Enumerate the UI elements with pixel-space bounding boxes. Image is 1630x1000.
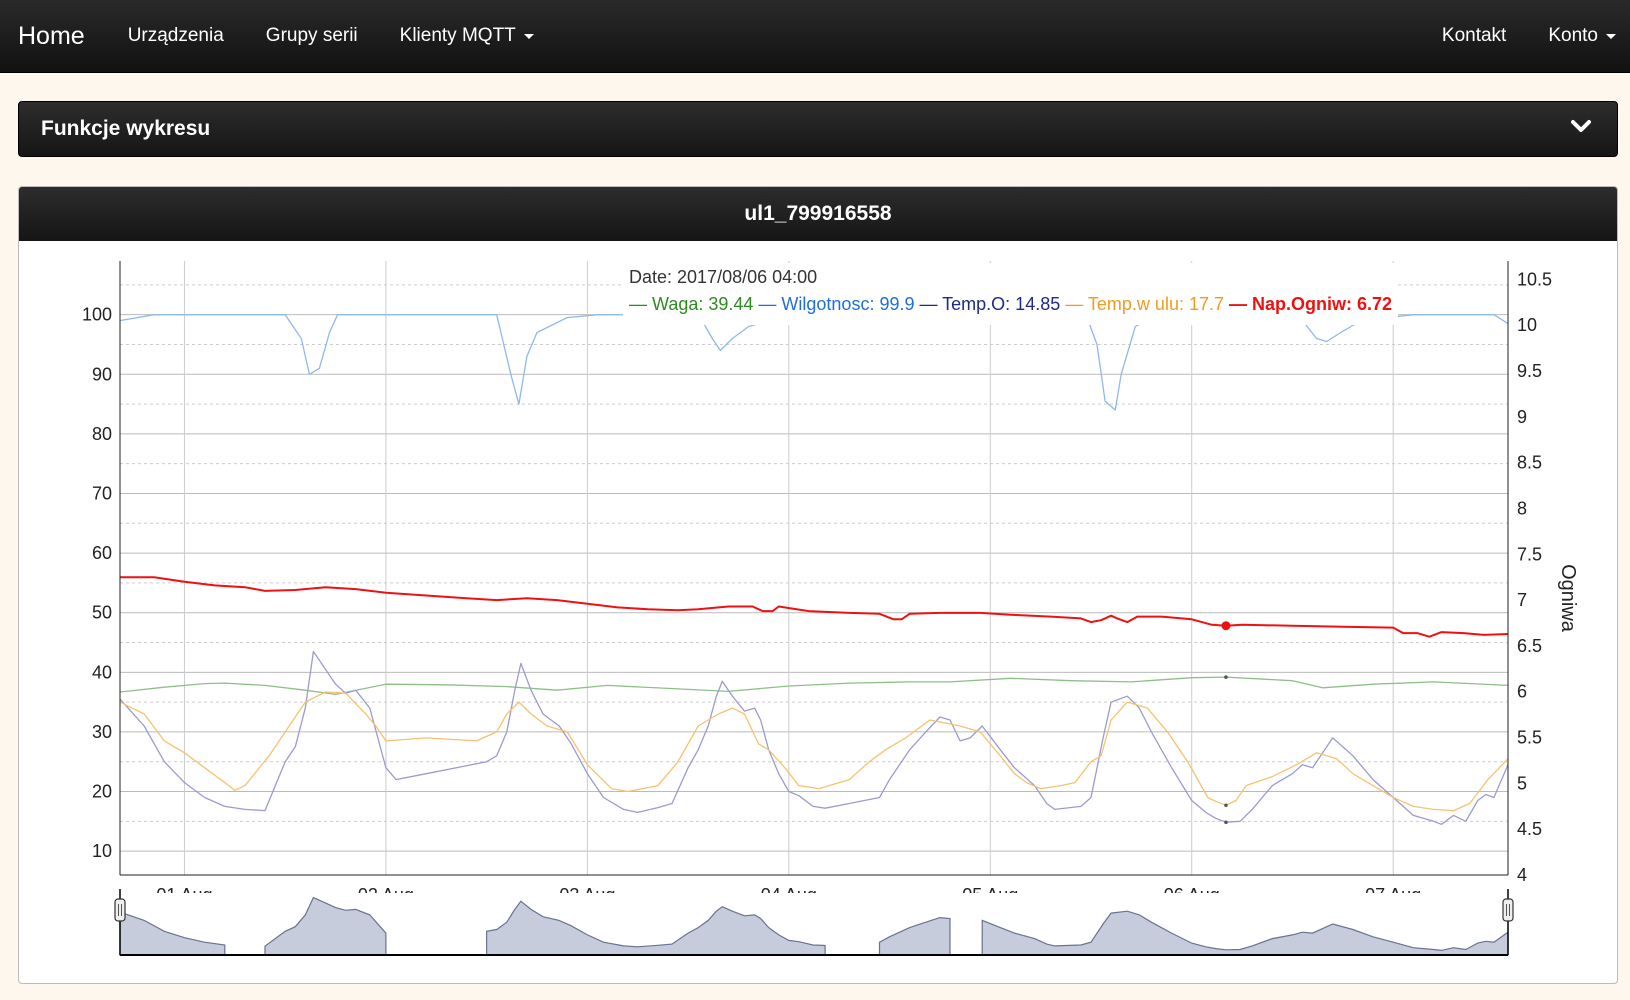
range-selector-area xyxy=(486,900,826,956)
series-line-temp-o xyxy=(119,650,1509,825)
range-handle[interactable] xyxy=(1502,898,1514,922)
y-left-tick-label: 100 xyxy=(82,305,112,325)
y-right-tick-label: 4.5 xyxy=(1517,819,1542,839)
nav-kontakt[interactable]: Kontakt xyxy=(1441,25,1507,46)
chart-functions-panel[interactable]: Funkcje wykresu xyxy=(18,101,1618,157)
home-link[interactable]: Home xyxy=(18,21,85,50)
chart-panel-title: ul1_799916558 xyxy=(19,187,1617,241)
legend-item-nap-ogniw: — Nap.Ogniw: 6.72 xyxy=(1224,294,1392,314)
top-navbar: Home Urządzenia Grupy serii Klienty MQTT… xyxy=(0,0,1630,73)
highlight-point xyxy=(1224,820,1228,825)
y-right-tick-label: 8.5 xyxy=(1517,453,1542,473)
chart-functions-title: Funkcje wykresu xyxy=(41,117,211,140)
series-line-wilgotnosc xyxy=(119,314,1509,411)
y-right-tick-label: 5 xyxy=(1517,773,1527,793)
legend-item-wilgotnosc: — Wilgotnosc: 99.9 xyxy=(753,294,914,314)
y-right-tick-label: 10.5 xyxy=(1517,269,1552,289)
series-line-temp-w-ulu xyxy=(119,691,1509,812)
series-line-waga xyxy=(119,676,1509,696)
chevron-down-icon[interactable] xyxy=(1569,114,1593,138)
nav-grupy-serii[interactable]: Grupy serii xyxy=(265,25,358,46)
y-left-tick-label: 70 xyxy=(92,483,112,503)
nav-klienty-mqtt[interactable]: Klienty MQTT xyxy=(379,25,555,47)
y-left-tick-label: 90 xyxy=(92,364,112,384)
nav-konto[interactable]: Konto xyxy=(1527,25,1630,47)
caret-down-icon xyxy=(523,33,534,39)
range-handle[interactable] xyxy=(114,898,126,922)
legend-date: Date: 2017/08/06 04:00 xyxy=(629,267,817,287)
highlight-point xyxy=(1224,803,1228,808)
highlight-point xyxy=(1224,675,1228,679)
legend-values: — Waga: 39.44 — Wilgotnosc: 99.9 — Temp.… xyxy=(629,294,1392,314)
range-selector-area xyxy=(878,916,951,956)
chart-legend: Date: 2017/08/06 04:00 — Waga: 39.44 — Wi… xyxy=(623,263,1399,325)
series-chart[interactable]: 10 20 30 40 50 60 70 80 90 100 4 4.5 5 5.5 6 6.5 7 7.5 8 8.… xyxy=(19,241,1617,984)
caret-down-icon xyxy=(1606,33,1616,39)
y-right-tick-label: 6.5 xyxy=(1517,636,1542,656)
y-right-tick-label: 7 xyxy=(1517,590,1527,610)
nav-left: Home Urządzenia Grupy serii Klienty MQTT xyxy=(0,0,555,72)
y-right-tick-label: 4 xyxy=(1517,865,1527,885)
y-left-tick-label: 30 xyxy=(92,722,112,742)
chart-series xyxy=(119,314,1509,825)
y-right-tick-label: 7.5 xyxy=(1517,544,1542,564)
y-right-tick-label: 5.5 xyxy=(1517,728,1542,748)
y-right-axis-label: Ogniwa xyxy=(1557,564,1579,633)
range-selector-area xyxy=(264,896,387,956)
chart-grid xyxy=(120,261,1508,875)
chart-panel: ul1_799916558 10 20 30 40 50 60 70 80 90 100 4 4.5 5… xyxy=(18,186,1618,984)
legend-item-temp-w-ulu: — Temp.w ulu: 17.7 xyxy=(1060,294,1224,314)
y-right-tick-label: 8 xyxy=(1517,498,1527,518)
legend-background xyxy=(623,263,1399,325)
y-left-tick-label: 80 xyxy=(92,424,112,444)
y-right-tick-label: 10 xyxy=(1517,315,1537,335)
y-left-tick-label: 20 xyxy=(92,782,112,802)
series-line-nap-ogniw xyxy=(120,576,1509,638)
y-right-tick-label: 9.5 xyxy=(1517,361,1542,381)
range-selector-area xyxy=(981,910,1509,956)
legend-item-waga: — Waga: 39.44 xyxy=(629,294,753,314)
nav-klienty-mqtt-label: Klienty MQTT xyxy=(399,25,516,46)
range-selector xyxy=(114,889,1514,956)
nav-konto-label: Konto xyxy=(1548,25,1598,46)
legend-item-temp-o: — Temp.O: 14.85 xyxy=(914,294,1060,314)
range-selector-area xyxy=(119,911,226,956)
y-right-tick-label: 6 xyxy=(1517,682,1527,702)
y-left-tick-label: 10 xyxy=(92,841,112,861)
y-right-tick-label: 9 xyxy=(1517,407,1527,427)
highlight-point xyxy=(1221,621,1231,631)
nav-right: Kontakt Konto xyxy=(1421,0,1630,72)
y-left-tick-label: 50 xyxy=(92,603,112,623)
y-left-tick-label: 60 xyxy=(92,543,112,563)
y-left-tick-label: 40 xyxy=(92,662,112,682)
nav-urzadzenia[interactable]: Urządzenia xyxy=(127,25,224,46)
